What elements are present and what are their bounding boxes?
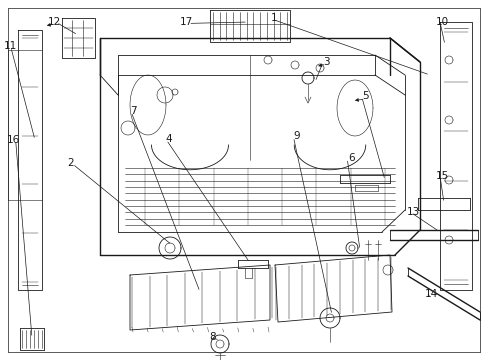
Text: 14: 14 [424,289,437,300]
Text: 17: 17 [180,17,193,27]
Text: 7: 7 [129,106,136,116]
Text: 15: 15 [435,171,448,181]
Text: 3: 3 [323,57,329,67]
Text: 8: 8 [208,332,215,342]
Text: 10: 10 [435,17,448,27]
Text: 16: 16 [7,135,20,145]
Text: 6: 6 [347,153,354,163]
Text: 4: 4 [165,134,172,144]
Text: 12: 12 [48,17,61,27]
Text: 11: 11 [4,41,18,51]
Text: 5: 5 [362,91,368,102]
Text: 2: 2 [67,158,74,168]
Text: 9: 9 [293,131,300,141]
Text: 13: 13 [406,207,419,217]
Text: 1: 1 [270,13,277,23]
